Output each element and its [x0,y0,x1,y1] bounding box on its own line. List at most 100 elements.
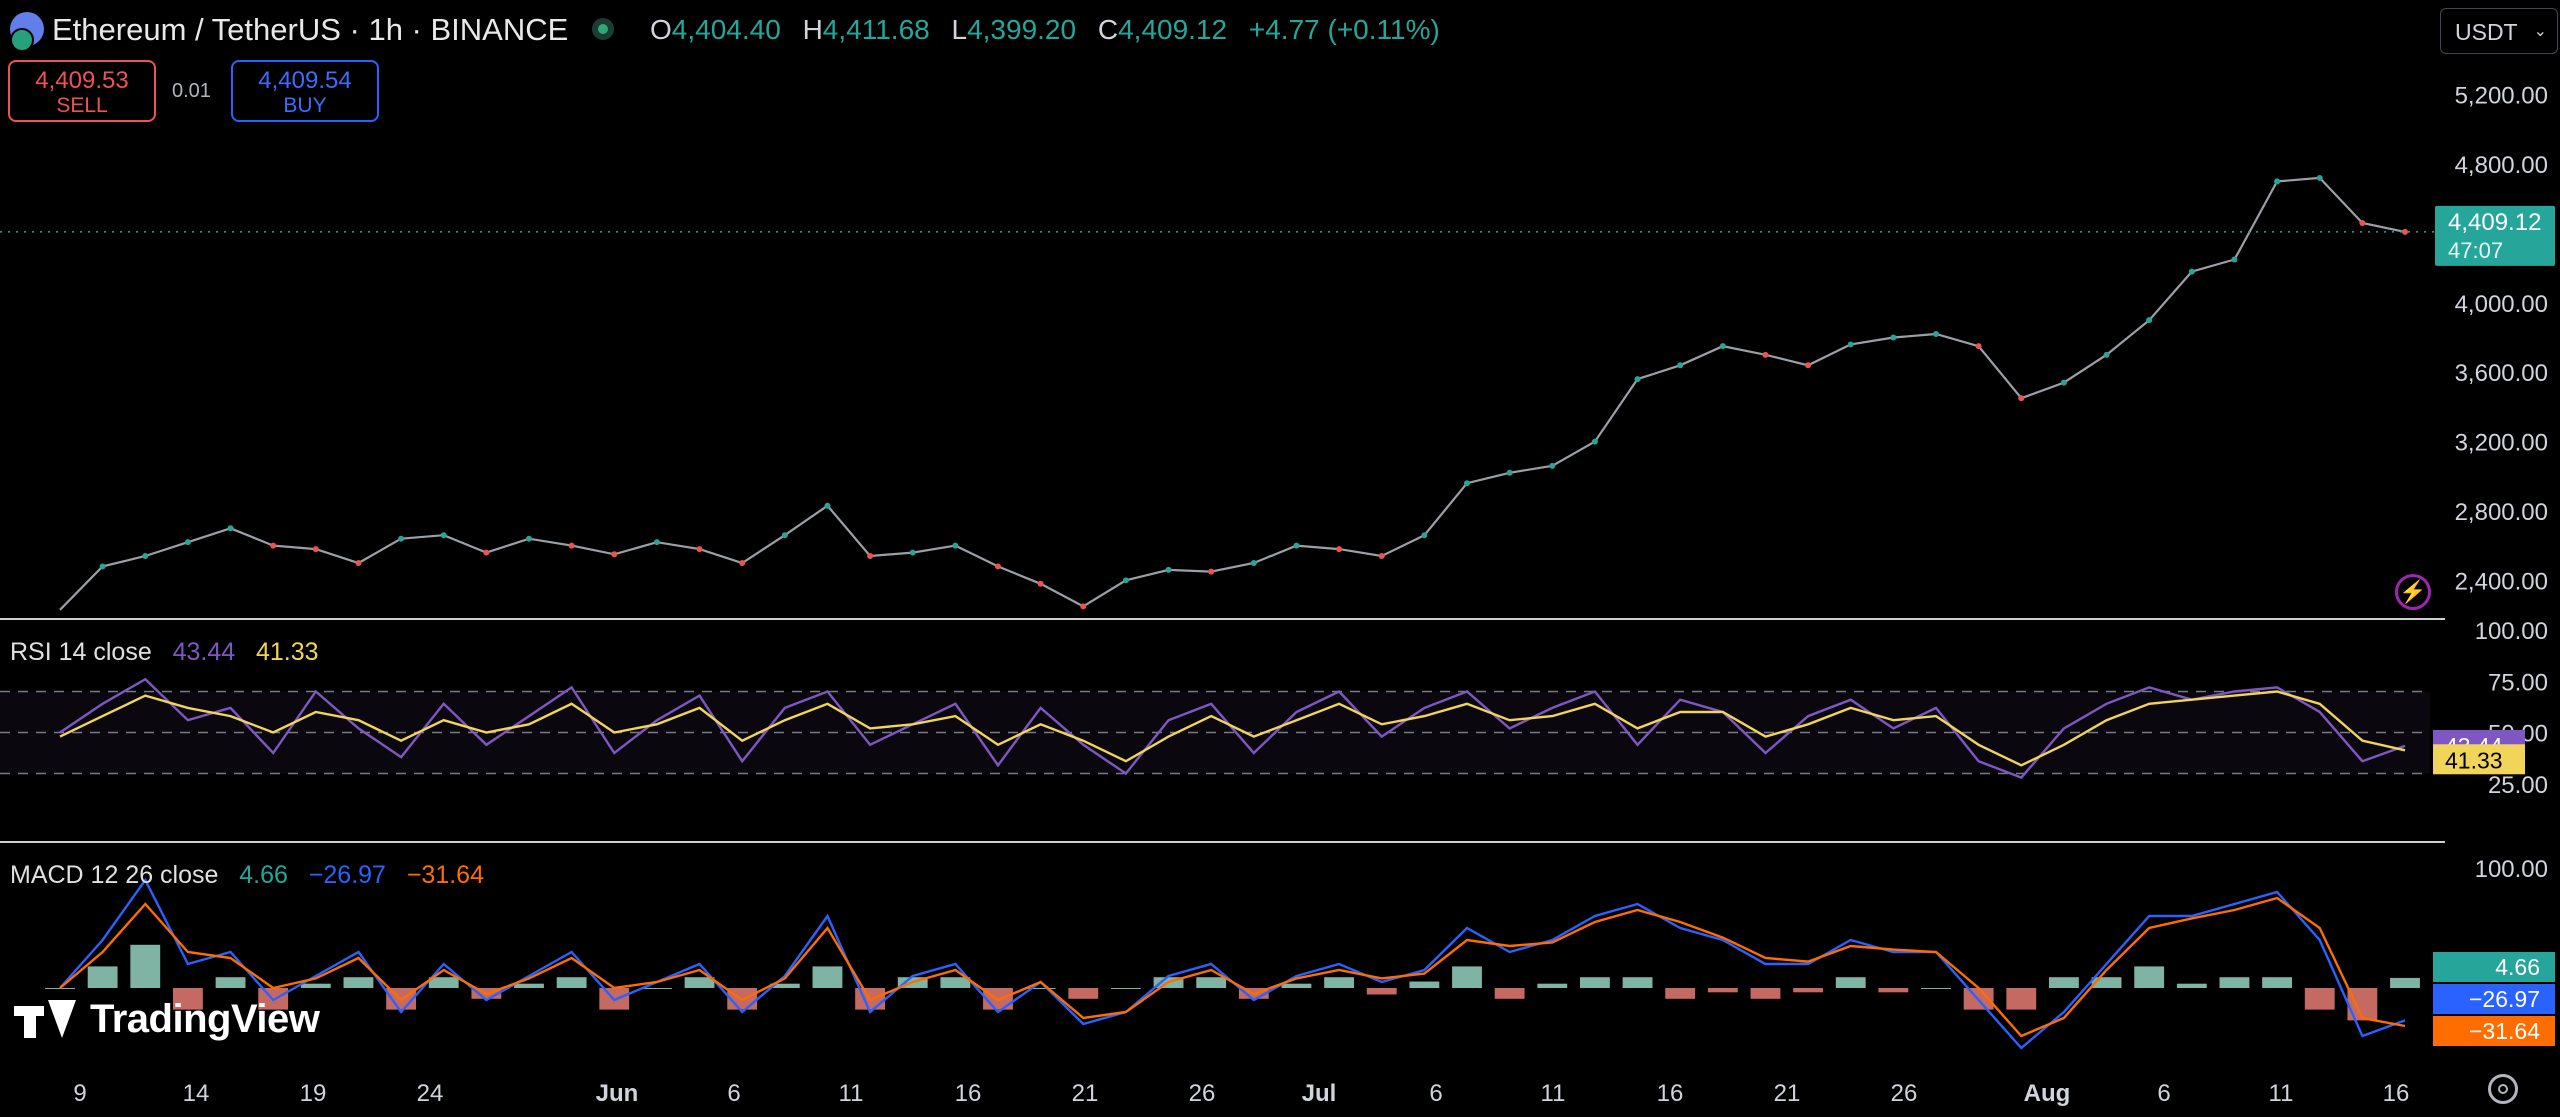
price-point [184,539,191,546]
price-point [1762,351,1769,358]
time-axis-tick: 11 [2269,1080,2294,1107]
macd-histogram-bar [641,988,672,989]
rsi-legend[interactable]: RSI 14 close 43.44 41.33 [10,638,319,667]
open-key: O [650,14,672,45]
tradingview-logo: TradingView [14,997,320,1042]
macd-legend[interactable]: MACD 12 26 close 4.66 −26.97 −31.64 [10,861,484,890]
change-value: +4.77 (+0.11%) [1248,14,1440,45]
price-point [99,563,106,570]
price-point [739,559,746,566]
price-axis-tick: 2,400.00 [2455,568,2548,595]
time-axis-tick: 6 [2157,1080,2170,1107]
price-point [1208,568,1215,575]
time-axis-tick: 26 [1891,1080,1918,1107]
macd-histogram-bar [1025,988,1056,989]
price-point [1165,566,1172,573]
price-axis-tick: 3,600.00 [2455,360,2548,387]
macd-histogram-bar [2006,988,2037,1010]
macd-badge-text: −26.97 [2469,986,2540,1012]
macd-histogram-bar [684,977,715,988]
price-point [1549,462,1556,469]
price-point [1080,603,1087,610]
rsi-badge-text: 41.33 [2445,747,2503,773]
macd-name: MACD 12 26 close [10,861,219,889]
rsi-value: 43.44 [172,638,236,666]
price-point [483,549,490,556]
sell-price: 4,409.53 [35,67,129,94]
macd-histogram-bar [1196,977,1227,988]
macd-histogram-bar [2304,988,2335,1010]
time-axis-tick: 26 [1189,1080,1216,1107]
macd-value-badge [2433,984,2555,1014]
macd-histogram-bar [1579,977,1610,988]
price-point [1975,343,1982,350]
spread-value: 0.01 [172,80,211,102]
time-axis-tick: 6 [1429,1080,1442,1107]
macd-value-badge [2433,952,2555,982]
price-point [440,532,447,539]
macd-histogram-bar [940,977,971,988]
price-point [952,542,959,549]
rsi-axis-tick: 25.00 [2488,772,2548,799]
price-point [398,535,405,542]
price-point [867,553,874,560]
lightning-icon[interactable]: ⚡ [2395,574,2431,610]
time-axis-tick: 14 [183,1080,210,1107]
rsi-axis-tick: 100.00 [2475,618,2548,645]
rsi-ma-value: 41.33 [256,638,319,666]
time-axis-tick: 16 [2383,1080,2410,1107]
last-price-badge [2435,205,2555,266]
price-point [1250,559,1257,566]
price-point [1634,376,1641,383]
macd-histogram-bar [172,988,203,1010]
macd-axis-tick: 100.00 [2475,856,2548,883]
macd-histogram-bar [87,966,118,988]
price-point [1933,331,1939,338]
macd-histogram-bar [1835,977,1866,988]
time-axis-tick: Jun [596,1080,639,1107]
time-axis-tick: 21 [1072,1080,1099,1107]
macd-histogram-bar [1324,977,1355,988]
time-axis-tick: 9 [73,1080,86,1107]
price-point [2316,174,2323,181]
price-point [995,563,1001,570]
sell-label: SELL [56,94,108,118]
price-point [1122,577,1129,584]
macd-histogram-bar [1537,983,1568,988]
currency-value: USDT [2455,19,2518,45]
macd-histogram-bar [1921,988,1951,989]
price-point [1037,580,1044,587]
symbol-title[interactable]: Ethereum / TetherUS · 1h · BINANCE [52,12,569,47]
macd-histogram-bar [343,977,374,988]
high-value: 4,411.68 [822,14,930,45]
price-axis-tick: 5,200.00 [2455,83,2548,110]
sell-button[interactable]: 4,409.53 SELL [8,60,156,122]
macd-histogram-bar [45,988,75,989]
macd-value: −26.97 [308,861,386,889]
chevron-down-icon: ⌄ [2533,23,2547,40]
macd-histogram-bar [514,983,544,988]
price-point [1464,480,1470,487]
price-point [1378,553,1385,560]
macd-histogram-bar [1750,988,1781,999]
price-point [526,535,532,542]
signal-value: −31.64 [406,861,484,889]
time-axis-tick: 19 [300,1080,327,1107]
price-point [227,525,234,532]
macd-histogram-bar [428,977,459,988]
price-point [355,559,362,566]
low-key: L [951,14,968,45]
buy-price: 4,409.54 [258,67,352,94]
macd-histogram-bar [1878,988,1909,993]
price-point [142,553,149,560]
ohlc-readout: O4,404.40 H4,411.68 L4,399.20 C4,409.12 … [650,14,1440,46]
currency-select[interactable]: USDT ⌄ [2440,8,2558,54]
time-axis-tick: 16 [1657,1080,1684,1107]
macd-histogram-bar [300,983,331,988]
settings-gear-icon[interactable] [2488,1074,2518,1104]
last-price-value: 4,409.12 [2448,209,2541,236]
high-key: H [802,14,823,45]
buy-button[interactable]: 4,409.54 BUY [231,60,379,122]
price-point [1890,334,1897,341]
